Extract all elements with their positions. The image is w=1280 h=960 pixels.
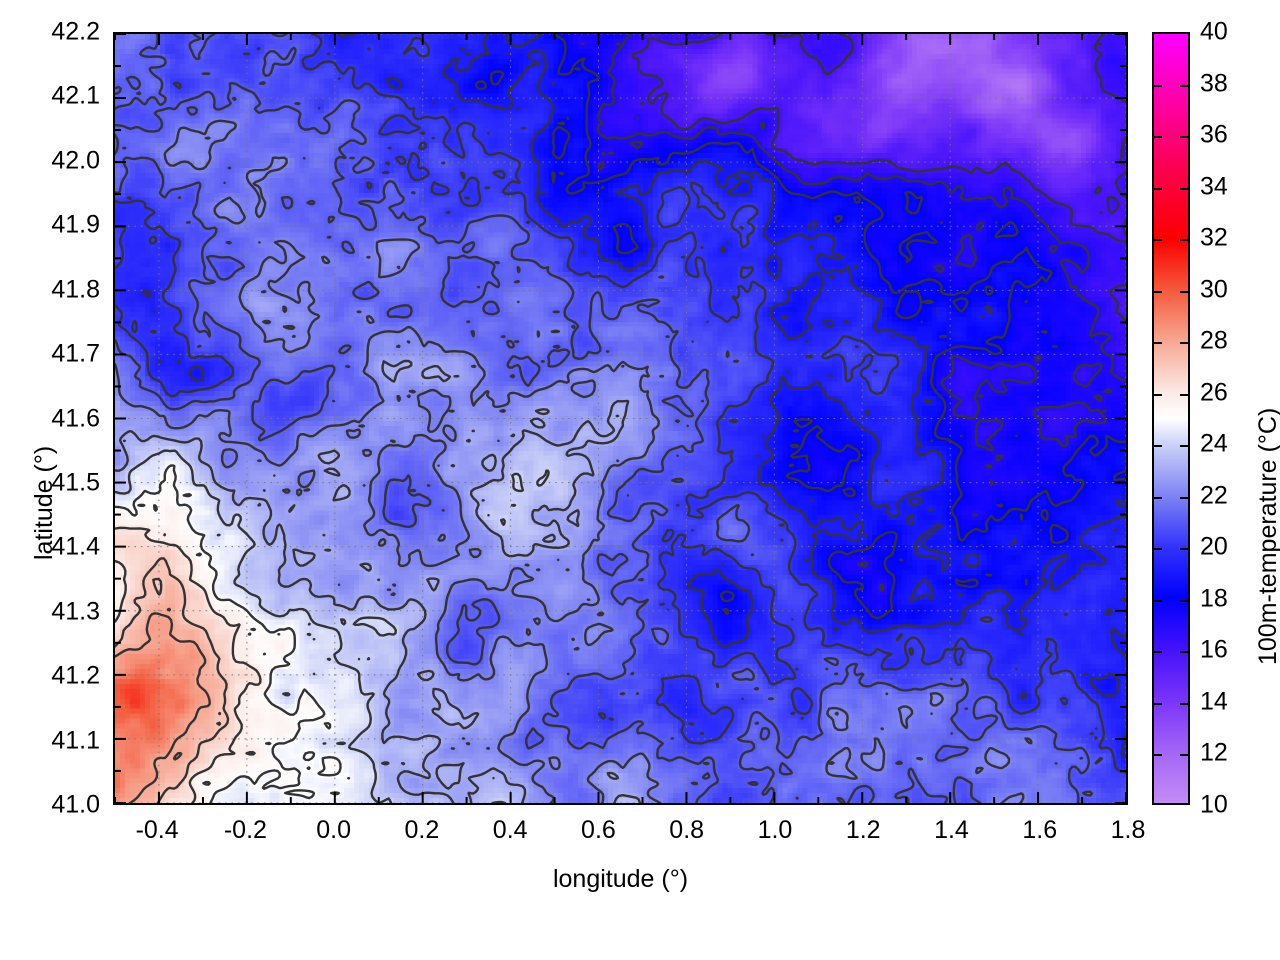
colorbar-tick-mark xyxy=(1154,136,1162,139)
colorbar-tick-mark xyxy=(1154,393,1162,396)
colorbar-tick-label: 40 xyxy=(1200,18,1228,47)
colorbar-tick-label: 22 xyxy=(1200,481,1228,510)
colorbar-tick-label: 32 xyxy=(1200,224,1228,253)
x-axis-tick-label: 1.8 xyxy=(1111,818,1146,843)
x-axis-tick-label: 1.6 xyxy=(1022,818,1057,843)
colorbar-tick-mark xyxy=(1154,754,1162,757)
y-axis-tick-label: 42.1 xyxy=(0,83,100,109)
colorbar-tick-label: 16 xyxy=(1200,636,1228,665)
colorbar xyxy=(1152,32,1190,805)
colorbar-tick-label: 36 xyxy=(1200,121,1228,150)
y-axis-tick-label: 41.8 xyxy=(0,277,100,302)
colorbar-tick-mark xyxy=(1154,651,1162,654)
y-axis-tick-label: 42.2 xyxy=(0,19,100,45)
x-axis-tick-label: 0.8 xyxy=(669,818,704,843)
x-axis-tick-label: -0.4 xyxy=(136,818,179,843)
x-axis-tick-label: -0.2 xyxy=(224,818,267,843)
colorbar-title: 100m-temperature (°C) xyxy=(1254,408,1280,665)
colorbar-tick-label: 38 xyxy=(1200,69,1228,98)
colorbar-tick-mark xyxy=(1154,239,1162,242)
map-gridlines xyxy=(115,34,1126,803)
colorbar-tick-mark xyxy=(1154,84,1162,87)
colorbar-tick-marks xyxy=(1154,34,1188,803)
colorbar-tick-label: 10 xyxy=(1200,791,1228,820)
colorbar-tick-mark xyxy=(1180,496,1188,499)
x-axis-tick-label: 0.2 xyxy=(405,818,440,843)
y-axis-tick-label: 41.2 xyxy=(0,663,100,689)
y-axis-tick-label: 41.7 xyxy=(0,341,100,367)
colorbar-tick-label: 24 xyxy=(1200,430,1228,459)
colorbar-tick-mark xyxy=(1154,496,1162,499)
contour-lines xyxy=(115,34,1126,803)
colorbar-tick-mark xyxy=(1180,342,1188,345)
y-axis-title: latitude (°) xyxy=(30,446,59,560)
colorbar-tick-mark xyxy=(1154,599,1162,602)
colorbar-tick-label: 20 xyxy=(1200,533,1228,562)
colorbar-tick-mark xyxy=(1180,239,1188,242)
x-axis-tick-label: 1.4 xyxy=(934,818,969,843)
colorbar-tick-mark xyxy=(1180,702,1188,705)
colorbar-tick-mark xyxy=(1180,290,1188,293)
y-axis-tick-label: 41.4 xyxy=(0,534,100,560)
y-axis-tick-label: 41.5 xyxy=(0,470,100,495)
colorbar-tick-mark xyxy=(1154,548,1162,551)
y-axis-tick-label: 41.0 xyxy=(0,792,100,818)
x-axis-title: longitude (°) xyxy=(113,865,1128,894)
colorbar-tick-label: 18 xyxy=(1200,584,1228,613)
colorbar-tick-mark xyxy=(1180,548,1188,551)
y-axis-tick-label: 41.1 xyxy=(0,728,100,753)
y-axis-tick-label: 41.3 xyxy=(0,599,100,624)
colorbar-tick-label: 12 xyxy=(1200,739,1228,768)
colorbar-tick-mark xyxy=(1180,84,1188,87)
x-axis-tick-label: 0.6 xyxy=(581,818,616,843)
colorbar-tick-mark xyxy=(1180,599,1188,602)
y-axis-tick-label: 41.6 xyxy=(0,406,100,431)
colorbar-tick-mark xyxy=(1154,702,1162,705)
temperature-field xyxy=(115,34,1126,803)
colorbar-tick-mark xyxy=(1180,651,1188,654)
colorbar-tick-mark xyxy=(1180,445,1188,448)
axis-tick-marks xyxy=(115,34,1126,803)
y-axis-tick-label: 42.0 xyxy=(0,148,100,173)
map-plot-area xyxy=(113,32,1128,805)
colorbar-tick-label: 26 xyxy=(1200,378,1228,407)
colorbar-tick-label: 34 xyxy=(1200,172,1228,201)
colorbar-tick-label: 28 xyxy=(1200,327,1228,356)
x-axis-tick-label: 0.0 xyxy=(316,818,351,843)
colorbar-tick-mark xyxy=(1180,136,1188,139)
colorbar-gradient xyxy=(1154,34,1188,803)
colorbar-tick-mark xyxy=(1154,290,1162,293)
colorbar-tick-mark xyxy=(1180,754,1188,757)
colorbar-tick-mark xyxy=(1154,342,1162,345)
x-axis-tick-label: 0.4 xyxy=(493,818,528,843)
colorbar-tick-label: 30 xyxy=(1200,275,1228,304)
colorbar-tick-mark xyxy=(1154,187,1162,190)
colorbar-tick-mark xyxy=(1180,393,1188,396)
x-axis-tick-label: 1.2 xyxy=(846,818,881,843)
colorbar-tick-mark xyxy=(1180,187,1188,190)
colorbar-tick-label: 14 xyxy=(1200,687,1228,716)
colorbar-tick-mark xyxy=(1154,445,1162,448)
x-axis-tick-label: 1.0 xyxy=(758,818,793,843)
y-axis-tick-label: 41.9 xyxy=(0,212,100,238)
temperature-raster xyxy=(115,34,1126,803)
